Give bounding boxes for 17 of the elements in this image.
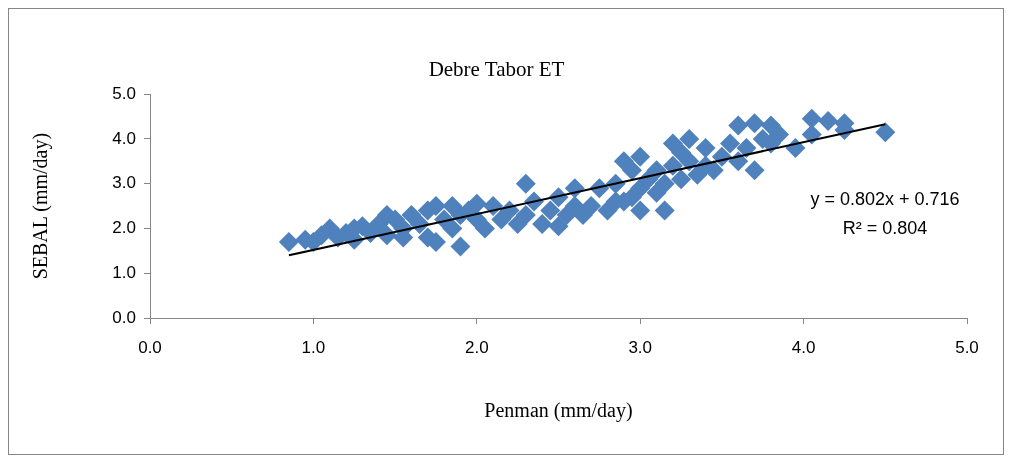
x-axis-title: Penman (mm/day) — [484, 399, 633, 423]
x-tick-label: 2.0 — [464, 337, 489, 357]
chart-title: Debre Tabor ET — [428, 57, 565, 82]
x-tick-label: 3.0 — [628, 337, 653, 357]
x-tick-label: 4.0 — [791, 337, 816, 357]
annotation: R² = 0.804 — [842, 218, 928, 239]
y-tick-label: 0.0 — [112, 307, 136, 327]
x-tick-label: 0.0 — [138, 337, 162, 357]
y-tick-label: 2.0 — [112, 218, 136, 238]
y-tick-label: 1.0 — [112, 262, 136, 282]
y-axis-title: SEBAL (mm/day) — [29, 132, 53, 280]
annotation: y = 0.802x + 0.716 — [810, 189, 960, 210]
y-tick-label: 3.0 — [112, 173, 136, 193]
x-tick-label: 1.0 — [301, 337, 326, 357]
y-tick-label: 4.0 — [112, 128, 136, 148]
y-tick-label: 5.0 — [112, 83, 136, 103]
x-tick-label: 5.0 — [955, 337, 979, 357]
